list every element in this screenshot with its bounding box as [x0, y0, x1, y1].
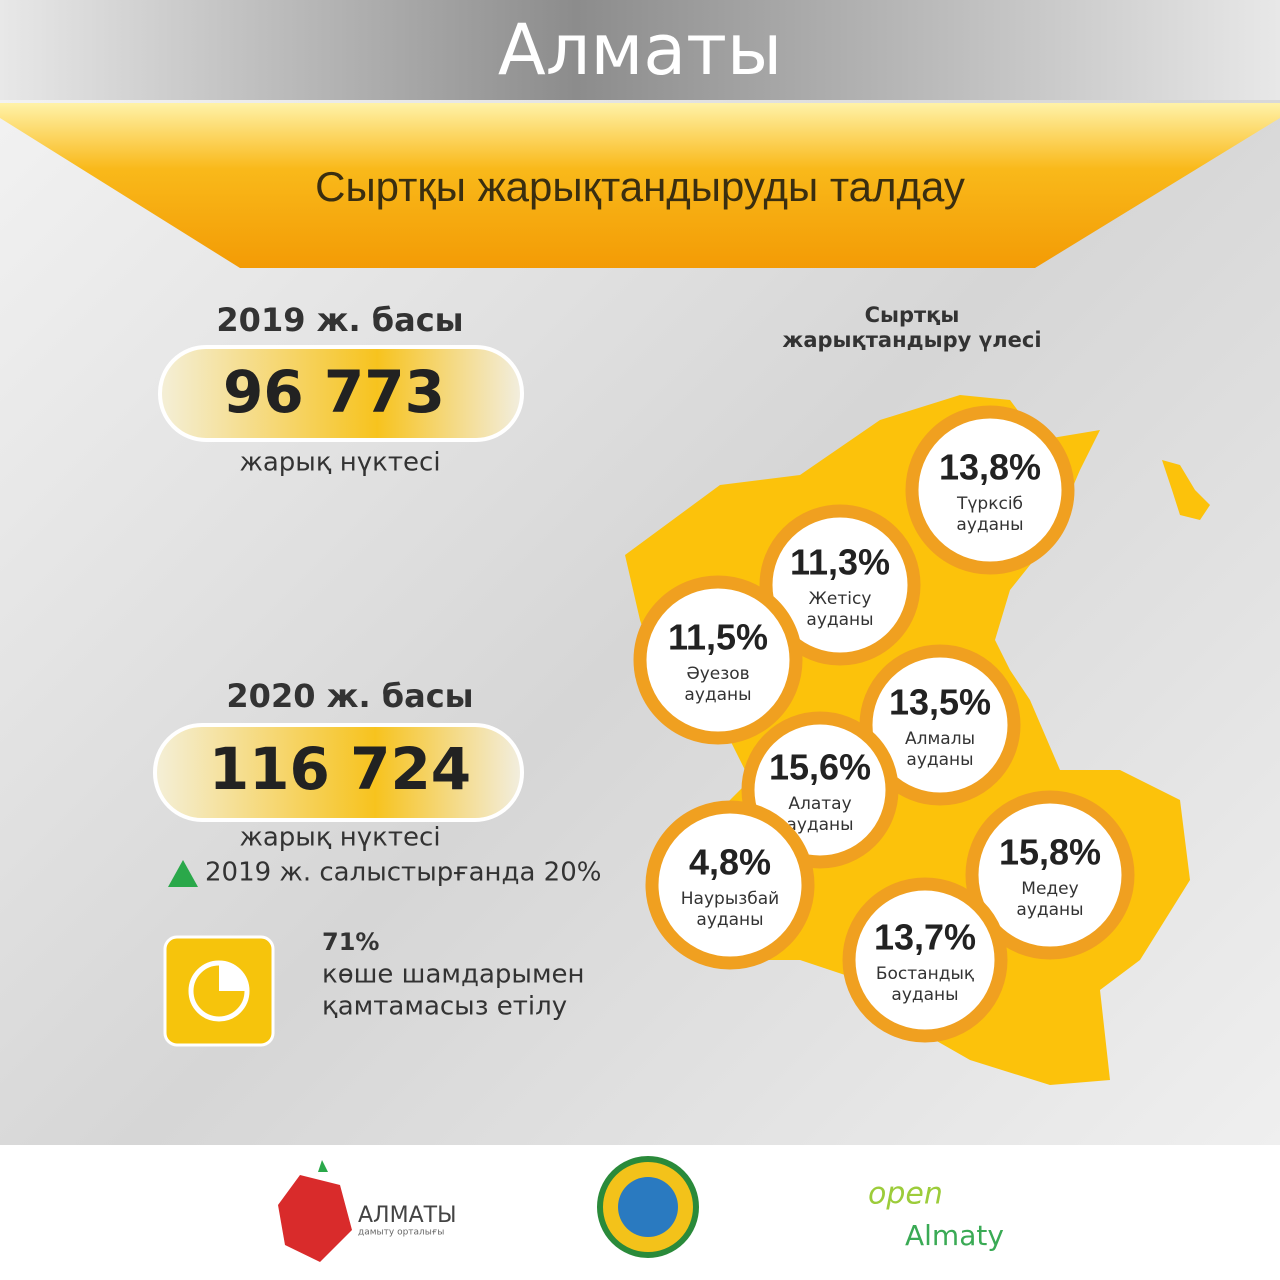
logo3-top: open	[868, 1177, 943, 1212]
district-suffix: ауданы	[906, 750, 973, 770]
logo1-mark	[278, 1175, 352, 1262]
district-name: Бостандық	[876, 964, 974, 984]
district-circle	[965, 790, 1135, 960]
district-name: Медеу	[1021, 879, 1078, 899]
map-title: жарықтандыру үлесі	[782, 328, 1041, 352]
value-pill	[153, 723, 524, 822]
district-suffix: ауданы	[684, 685, 751, 705]
unit: жарық нүктесі	[239, 823, 440, 853]
district-share: 13,8%	[939, 447, 1041, 488]
map-title: Сыртқы	[865, 303, 960, 327]
district-name: Алмалы	[905, 729, 975, 749]
period-label: 2019 ж. басы	[216, 301, 463, 339]
district-suffix: ауданы	[956, 515, 1023, 535]
change: 2019 ж. салыстырғанда 20%	[205, 858, 601, 888]
logo1-leaf	[318, 1160, 328, 1172]
district-share: 13,7%	[874, 917, 976, 958]
coverage-text: қамтамасыз етілу	[322, 992, 567, 1022]
district-suffix: ауданы	[806, 610, 873, 630]
pie-icon-slice	[219, 963, 247, 991]
coverage-text: көше шамдарымен	[322, 960, 585, 990]
map-island	[1162, 460, 1210, 520]
district-share: 11,3%	[790, 542, 890, 583]
value: 96 773	[223, 358, 445, 426]
district-suffix: ауданы	[786, 815, 853, 835]
district-circle	[633, 575, 803, 745]
district-share: 15,6%	[769, 747, 871, 788]
district-suffix: ауданы	[696, 910, 763, 930]
title-banner	[0, 103, 1280, 268]
district-suffix: ауданы	[1016, 900, 1083, 920]
district-circle	[759, 504, 921, 666]
district-share: 15,8%	[999, 832, 1101, 873]
value-pill	[158, 345, 524, 442]
up-arrow	[168, 860, 198, 887]
district-share: 4,8%	[689, 842, 771, 883]
period-label: 2020 ж. басы	[226, 677, 473, 715]
district-name: Әуезов	[686, 664, 749, 684]
unit: жарық нүктесі	[239, 448, 440, 478]
district-circle	[859, 644, 1021, 806]
header-band	[0, 0, 1280, 100]
district-name: Алатау	[788, 794, 851, 814]
district-name: Жетісу	[809, 589, 872, 609]
district-share: 11,5%	[668, 617, 768, 658]
logo1-text: АЛМАТЫ	[358, 1203, 456, 1228]
main-title: Сыртқы жарықтандыруды талдау	[315, 163, 965, 210]
district-suffix: ауданы	[891, 985, 958, 1005]
emblem-center	[618, 1177, 678, 1237]
district-circle	[905, 405, 1075, 575]
coverage-value: 71%	[322, 928, 379, 956]
logo1-sub: дамыту орталығы	[358, 1228, 444, 1238]
district-name: Түрксіб	[956, 494, 1023, 514]
district-name: Наурызбай	[681, 889, 779, 909]
district-circle	[645, 800, 815, 970]
value: 116 724	[209, 735, 471, 803]
district-share: 13,5%	[889, 682, 991, 723]
district-circle	[842, 877, 1008, 1043]
logo3-bottom: Almaty	[905, 1219, 1004, 1252]
city-title: Алматы	[498, 9, 782, 91]
